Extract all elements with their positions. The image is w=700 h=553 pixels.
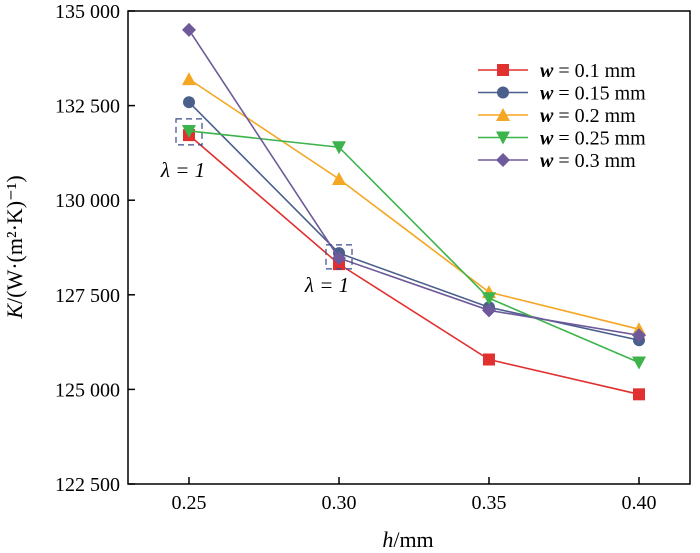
diamond-marker [332, 251, 346, 266]
series-line [188, 101, 640, 341]
y-tick-label: 127 500 [55, 285, 120, 307]
circle-marker [497, 86, 509, 99]
series-line [188, 134, 640, 396]
diamond-marker [632, 328, 646, 343]
annotation-label: λ = 1 [160, 158, 205, 182]
square-marker [633, 388, 645, 401]
triangle-up-marker [332, 172, 346, 186]
annotations: λ = 1 λ = 1 [160, 118, 353, 297]
y-tick-label: 122 500 [55, 474, 120, 496]
y-axis-label: K/(W·(m²·K)⁻¹) [2, 175, 27, 319]
y-tick-label: 130 000 [55, 190, 120, 212]
circle-marker [183, 96, 195, 109]
y-tick-label: 125 000 [55, 379, 120, 401]
series-line [188, 78, 640, 331]
legend: w = 0.1 mmw = 0.15 mmw = 0.2 mmw = 0.25 … [478, 60, 646, 172]
x-axis-label: h/mm [382, 527, 433, 552]
dashed-highlight-box [325, 244, 353, 270]
axes: 122 500 125 000 127 500 130 000 132 500 135 0… [55, 1, 691, 514]
triangle-up-marker [496, 108, 510, 121]
legend-label: w = 0.1 mm [540, 60, 636, 82]
legend-label: w = 0.2 mm [540, 105, 636, 127]
y-tick-label: 135 000 [55, 1, 120, 23]
x-tick-label: 0.40 [622, 492, 657, 514]
legend-label: w = 0.3 mm [540, 150, 636, 172]
diamond-marker [482, 303, 496, 318]
triangle-down-marker [182, 124, 196, 138]
square-marker [497, 64, 509, 76]
series-group [182, 22, 646, 401]
triangle-down-marker [496, 131, 510, 145]
legend-label: w = 0.15 mm [540, 83, 646, 105]
annotation-label: λ = 1 [304, 273, 349, 297]
y-tick-label: 132 500 [55, 96, 120, 118]
dashed-highlight-box [175, 118, 203, 146]
x-tick-label: 0.30 [322, 492, 357, 514]
square-marker [483, 353, 495, 366]
diamond-marker [496, 153, 510, 167]
x-tick-label: 0.35 [472, 492, 507, 514]
triangle-down-marker [332, 141, 346, 155]
triangle-down-marker [632, 356, 646, 370]
series-line [188, 130, 640, 364]
legend-label: w = 0.25 mm [540, 128, 646, 150]
triangle-down-marker [482, 292, 496, 306]
x-tick-label: 0.25 [172, 492, 207, 514]
series-line [188, 29, 640, 337]
diamond-marker [182, 22, 196, 37]
triangle-up-marker [182, 72, 196, 86]
plot-frame [127, 10, 691, 485]
